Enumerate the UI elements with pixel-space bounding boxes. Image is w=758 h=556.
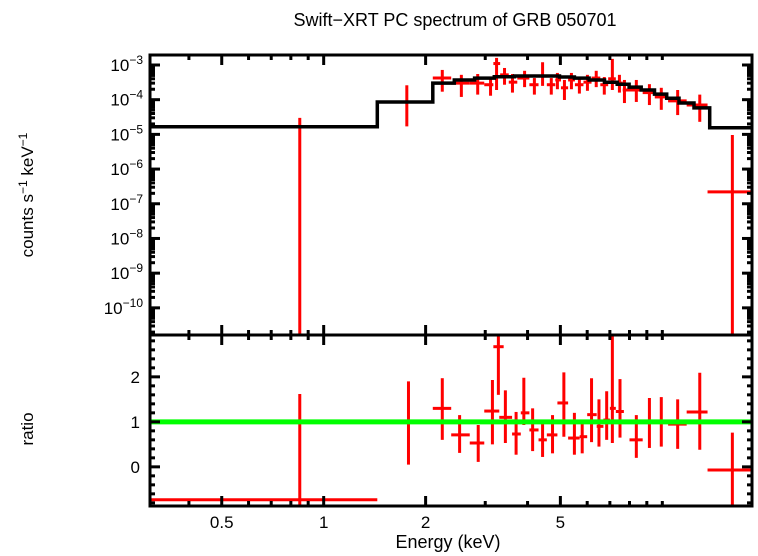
y-tick-label: 10−8 <box>110 226 143 248</box>
spectrum-data-point <box>707 134 752 335</box>
ratio-data-point <box>538 422 547 457</box>
ratio-data-point <box>603 391 610 440</box>
ratio-data-point <box>512 411 521 455</box>
x-tick-label: 0.5 <box>210 513 234 532</box>
y-tick-label: 10−3 <box>110 53 143 75</box>
spectrum-data-point <box>377 85 433 127</box>
spectrum-data-point <box>484 78 494 96</box>
y-tick-label: 10−5 <box>110 122 143 144</box>
ratio-data-point <box>432 378 452 440</box>
y-tick-label: 1 <box>131 413 140 432</box>
spectrum-data-point <box>493 57 501 91</box>
y-tick-label: 2 <box>131 368 140 387</box>
spectrum-data-point <box>517 70 530 88</box>
y-tick-label: 10−10 <box>104 296 144 318</box>
tick-labels: 0.5 1 2 5 10−3 10−4 10−5 10−6 10−7 10−8 10−9 10−10 0… <box>104 53 565 532</box>
ratio-data-point <box>587 378 597 443</box>
ratio-data-point <box>568 412 580 455</box>
chart-title: Swift−XRT PC spectrum of GRB 050701 <box>294 10 617 30</box>
x-tick-label: 5 <box>556 513 565 532</box>
x-tick-label: 1 <box>319 513 328 532</box>
ratio-data-point <box>557 372 569 437</box>
y-axis-label-ratio: ratio <box>18 412 37 445</box>
spectrum-data-point <box>574 78 584 94</box>
ratio-data-point <box>499 390 513 443</box>
y-tick-label: 10−7 <box>110 192 143 214</box>
spectrum-data-point <box>538 62 547 86</box>
spectrum-data-point <box>608 58 616 91</box>
y-tick-label: 10−4 <box>110 88 143 110</box>
ratio-data-point <box>686 372 708 450</box>
axis-ticks <box>150 55 752 506</box>
spectrum-data-point <box>546 78 556 95</box>
ratio-data-point <box>529 408 539 452</box>
spectrum-data-point <box>432 69 452 92</box>
y-tick-label: 10−9 <box>110 261 143 283</box>
y-tick-label: 10−6 <box>110 157 143 179</box>
ratio-data-point <box>493 336 504 395</box>
chart-content: 0.5 1 2 5 10−3 10−4 10−5 10−6 10−7 10−8 10−9 10−10 0… <box>104 53 754 532</box>
spectrum-data-point <box>560 79 569 100</box>
spectrum-data-point <box>529 78 539 95</box>
ratio-data-point <box>151 393 378 506</box>
ratio-data-point <box>615 379 624 438</box>
ratio-data-point <box>484 380 500 445</box>
y-tick-label: 0 <box>131 458 140 477</box>
ratio-data-point <box>579 419 588 454</box>
ratio-data-point <box>520 377 530 425</box>
x-tick-label: 2 <box>421 513 430 532</box>
y-axis-label-counts: counts s−1 keV−1 <box>16 132 37 257</box>
ratio-data-point <box>469 425 485 462</box>
spectrum-data-layer <box>151 57 752 335</box>
x-axis-label: Energy (keV) <box>395 532 500 552</box>
spectrum-data-point <box>451 74 470 97</box>
ratio-data-point <box>707 432 752 506</box>
model-line <box>151 74 752 130</box>
ratio-data-point <box>609 336 616 443</box>
spectrum-data-point <box>151 117 378 335</box>
